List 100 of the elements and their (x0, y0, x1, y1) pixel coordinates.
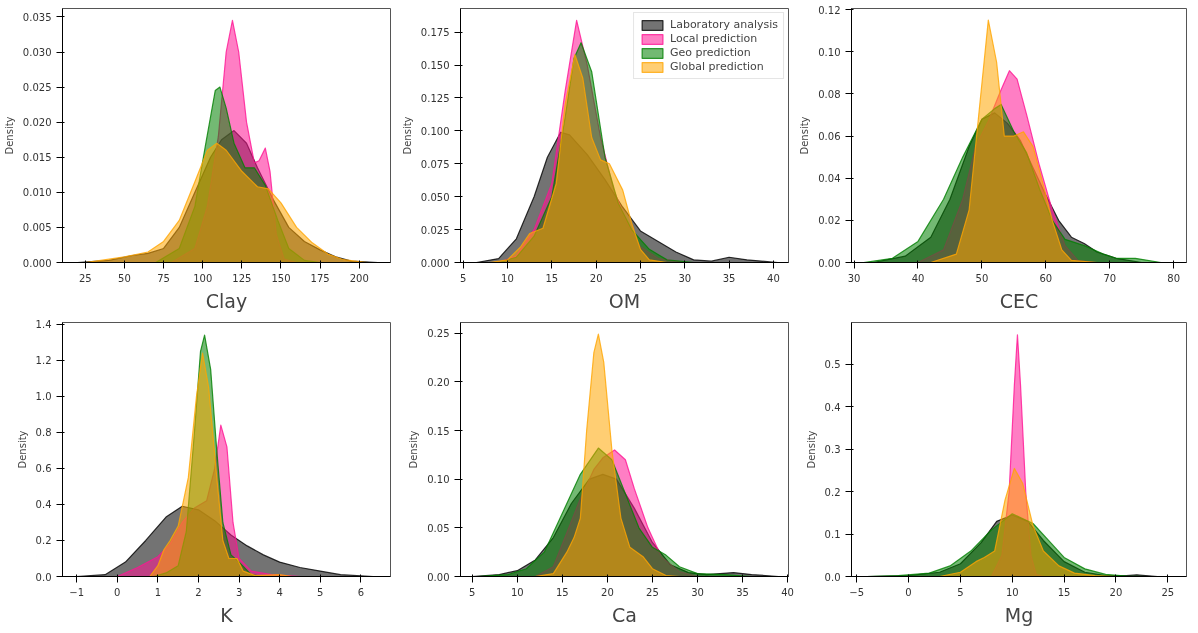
y-tick-label: 0.6 (35, 463, 52, 475)
y-tick-label: 0.12 (818, 4, 841, 16)
y-tick-label: 0.100 (420, 125, 450, 137)
x-tick-label: 40 (781, 586, 794, 598)
y-axis-title: Density (799, 116, 811, 155)
y-tick-label: 0.5 (824, 359, 841, 371)
x-tick-label: 40 (767, 272, 780, 284)
x-tick-label: 10 (510, 586, 524, 598)
x-tick-label: 25 (78, 272, 92, 284)
x-tick-label: 5 (469, 586, 476, 598)
y-tick-label: 0.15 (427, 425, 450, 437)
y-tick-label: 1.2 (35, 355, 52, 367)
x-tick-label: 20 (1109, 586, 1123, 598)
y-tick-label: 0.000 (22, 257, 52, 269)
x-tick-label: 25 (646, 586, 659, 598)
x-axis-title: CEC (999, 289, 1039, 312)
x-tick-label: 30 (678, 272, 692, 284)
x-tick-label: 20 (601, 586, 614, 598)
x-tick-label: 15 (555, 586, 569, 598)
y-tick-label: 1.0 (35, 391, 52, 403)
x-tick-label: 175 (310, 272, 330, 284)
x-tick-label: 100 (193, 272, 213, 284)
y-tick-label: 0.020 (22, 117, 52, 129)
legend-label: Geo prediction (670, 46, 751, 59)
x-tick-label: 200 (349, 272, 369, 284)
x-tick-label: 50 (118, 272, 131, 284)
y-tick-label: 0.000 (420, 257, 450, 269)
x-tick-label: −1 (69, 586, 85, 598)
x-tick-label: 150 (271, 272, 291, 284)
x-tick-label: 2 (195, 586, 202, 598)
y-tick-label: 0.2 (35, 535, 52, 547)
x-tick-label: 35 (736, 586, 749, 598)
y-tick-label: 0.010 (22, 187, 52, 199)
x-axis-title: Mg (1004, 603, 1034, 626)
x-tick-label: 10 (501, 272, 514, 284)
y-tick-label: 0.005 (22, 222, 52, 234)
y-tick-label: 0.175 (420, 27, 450, 39)
x-tick-label: 25 (634, 272, 647, 284)
legend-label: Global prediction (670, 60, 764, 73)
y-tick-label: 0.030 (22, 47, 52, 58)
y-axis-title: Density (16, 430, 28, 469)
x-tick-label: 30 (847, 272, 861, 284)
x-tick-label: 15 (545, 272, 559, 284)
y-tick-label: 0.02 (818, 215, 841, 227)
x-tick-label: 50 (975, 272, 989, 284)
x-tick-label: 4 (276, 586, 283, 598)
x-tick-label: 20 (589, 272, 603, 284)
y-tick-label: 0.075 (420, 158, 450, 170)
y-tick-label: 0.08 (818, 88, 841, 100)
x-tick-label: 0 (905, 586, 912, 598)
y-tick-label: 0.06 (818, 131, 841, 143)
y-tick-label: 0.00 (427, 571, 450, 583)
y-tick-label: 0.050 (420, 191, 450, 203)
y-tick-label: 0.025 (22, 82, 52, 94)
legend-label: Local prediction (670, 32, 758, 45)
y-axis-title: Density (401, 116, 413, 155)
x-tick-label: −5 (849, 586, 865, 598)
y-axis-title: Density (408, 430, 420, 469)
x-tick-label: 125 (232, 272, 252, 284)
y-tick-label: 0.1 (824, 529, 841, 541)
x-tick-label: 25 (1161, 586, 1175, 598)
y-tick-label: 0.8 (35, 427, 52, 439)
y-tick-label: 0.05 (427, 522, 450, 534)
y-axis-title: Density (805, 430, 817, 469)
y-tick-label: 0.2 (824, 486, 841, 498)
x-tick-label: 15 (1057, 586, 1071, 598)
x-tick-label: 5 (459, 272, 467, 284)
x-tick-label: 75 (157, 272, 170, 284)
x-tick-label: 40 (911, 272, 925, 284)
y-tick-label: 0.035 (22, 11, 52, 23)
y-tick-label: 0.0 (35, 571, 52, 583)
y-tick-label: 0.25 (427, 328, 450, 340)
x-tick-label: 1 (154, 586, 162, 598)
x-tick-label: 70 (1103, 272, 1117, 284)
x-tick-label: 10 (1005, 586, 1019, 598)
y-tick-label: 0.0 (824, 571, 841, 583)
x-tick-label: 3 (235, 586, 243, 598)
x-tick-label: 80 (1167, 272, 1181, 284)
y-tick-label: 0.04 (818, 173, 841, 185)
y-tick-label: 0.4 (35, 499, 52, 511)
x-tick-label: 5 (957, 586, 964, 598)
y-tick-label: 0.20 (427, 376, 450, 388)
x-tick-label: 60 (1039, 272, 1053, 284)
x-tick-label: 5 (317, 586, 324, 598)
y-tick-label: 0.015 (22, 152, 52, 164)
x-axis-title: Ca (612, 603, 637, 626)
y-tick-label: 0.10 (818, 46, 841, 58)
y-tick-label: 1.4 (35, 319, 52, 331)
y-tick-label: 0.025 (420, 224, 450, 236)
x-axis-title: Clay (205, 289, 248, 312)
x-axis-title: K (220, 603, 234, 626)
y-tick-label: 0.3 (824, 444, 841, 456)
legend-label: Laboratory analysis (670, 18, 778, 31)
x-tick-label: 35 (722, 272, 736, 284)
x-tick-label: 30 (691, 586, 704, 598)
y-tick-label: 0.125 (420, 92, 450, 104)
y-tick-label: 0.00 (818, 257, 841, 269)
y-tick-label: 0.10 (427, 474, 450, 486)
y-tick-label: 0.150 (420, 60, 450, 72)
x-axis-title: OM (608, 289, 641, 312)
